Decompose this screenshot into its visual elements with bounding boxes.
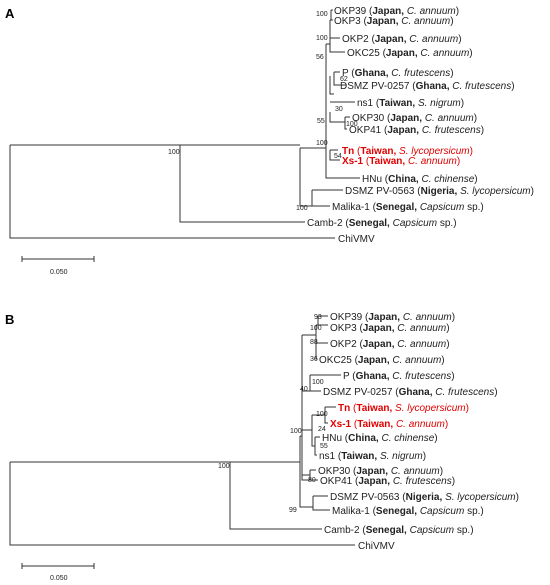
panel-a: A	[5, 6, 534, 276]
bootstrap-value: 100	[312, 379, 324, 386]
taxon-label: OKC25 (Japan, C. annuum)	[319, 355, 445, 366]
panel-a-scale-bar: 0.050	[21, 256, 95, 276]
taxon-label: Malika-1 (Senegal, Capsicum sp.)	[332, 202, 484, 213]
bootstrap-value: 36	[310, 356, 318, 363]
taxon-label: ns1 (Taiwan, S. nigrum)	[319, 451, 426, 462]
panel-b: B	[5, 312, 519, 582]
panel-a-branches	[9, 9, 360, 239]
bootstrap-value: 93	[314, 314, 322, 321]
bootstrap-value: 100	[296, 205, 308, 212]
taxon-label: OKP2 (Japan, C. annuum)	[342, 34, 462, 45]
taxon-label: OKC25 (Japan, C. annuum)	[347, 48, 473, 59]
bootstrap-value: 62	[340, 76, 348, 83]
panel-b-scale-bar: 0.050	[21, 563, 95, 582]
taxon-label: Malika-1 (Senegal, Capsicum sp.)	[332, 506, 484, 517]
scale-bar-label: 0.050	[50, 575, 68, 582]
taxon-label: OKP30 (Japan, C. annuum)	[318, 466, 443, 477]
taxon-label: HNu (China, C. chinense)	[322, 433, 438, 444]
bootstrap-value: 100	[316, 35, 328, 42]
bootstrap-value: 80	[308, 477, 316, 484]
taxon-label: HNu (China, C. chinense)	[362, 174, 478, 185]
panel-a-taxa: OKP39 (Japan, C. annuum) OKP3 (Japan, C.…	[307, 6, 534, 245]
bootstrap-value: 40	[300, 386, 308, 393]
taxon-label: Camb-2 (Senegal, Capsicum sp.)	[324, 525, 474, 536]
taxon-label: OKP41 (Japan, C. frutescens)	[349, 125, 484, 136]
taxon-label-highlight: Tn (Taiwan, S. lycopersicum)	[342, 146, 473, 157]
taxon-label-highlight: Tn (Taiwan, S. lycopersicum)	[338, 403, 469, 414]
bootstrap-value: 100	[316, 411, 328, 418]
taxon-label-highlight: Xs-1 (Taiwan, C. annuum)	[330, 419, 448, 430]
taxon-label: ChiVMV	[338, 234, 375, 245]
taxon-label: OKP39 (Japan, C. annuum)	[334, 6, 459, 17]
taxon-label: Camb-2 (Senegal, Capsicum sp.)	[307, 218, 457, 229]
panel-a-bootstrap: 100 100 56 62 30 100 55 100 54 100 100	[168, 11, 358, 212]
taxon-label: P (Ghana, C. frutescens)	[343, 371, 455, 382]
bootstrap-value: 100	[316, 140, 328, 147]
taxon-label: OKP41 (Japan, C. frutescens)	[320, 476, 455, 487]
bootstrap-value: 88	[310, 339, 318, 346]
panel-b-bootstrap: 93 100 88 36 100 40 100 24 55 100 80 100…	[218, 314, 328, 514]
bootstrap-value: 56	[316, 54, 324, 61]
taxon-label: DSMZ PV-0563 (Nigeria, S. lycopersicum)	[330, 492, 519, 503]
bootstrap-value: 99	[289, 507, 297, 514]
taxon-label: OKP2 (Japan, C. annuum)	[330, 339, 450, 350]
bootstrap-value: 100	[218, 463, 230, 470]
bootstrap-value: 55	[317, 118, 325, 125]
taxon-label: DSMZ PV-0257 (Ghana, C. frutescens)	[340, 81, 515, 92]
bootstrap-value: 54	[334, 153, 342, 160]
panel-b-label: B	[5, 312, 14, 327]
taxon-label-highlight: Xs-1 (Taiwan, C. annuum)	[342, 156, 460, 167]
panel-b-branches	[9, 315, 355, 546]
taxon-label: DSMZ PV-0257 (Ghana, C. frutescens)	[323, 387, 498, 398]
bootstrap-value: 55	[320, 443, 328, 450]
bootstrap-value: 30	[335, 106, 343, 113]
taxon-label: OKP39 (Japan, C. annuum)	[330, 312, 455, 323]
taxon-label: DSMZ PV-0563 (Nigeria, S. lycopersicum)	[345, 186, 534, 197]
bootstrap-value: 100	[290, 428, 302, 435]
bootstrap-value: 100	[346, 121, 358, 128]
bootstrap-value: 100	[316, 11, 328, 18]
bootstrap-value: 100	[168, 149, 180, 156]
taxon-label: ChiVMV	[358, 541, 395, 552]
bootstrap-value: 24	[318, 426, 326, 433]
taxon-label: OKP30 (Japan, C. annuum)	[352, 113, 477, 124]
taxon-label: ns1 (Taiwan, S. nigrum)	[357, 98, 464, 109]
taxon-label: P (Ghana, C. frutescens)	[342, 68, 454, 79]
bootstrap-value: 100	[310, 325, 322, 332]
taxon-label: OKP3 (Japan, C. annuum)	[334, 16, 454, 27]
taxon-label: OKP3 (Japan, C. annuum)	[330, 323, 450, 334]
panel-a-label: A	[5, 6, 15, 21]
panel-b-taxa: OKP39 (Japan, C. annuum) OKP3 (Japan, C.…	[318, 312, 519, 552]
scale-bar-label: 0.050	[50, 269, 68, 276]
